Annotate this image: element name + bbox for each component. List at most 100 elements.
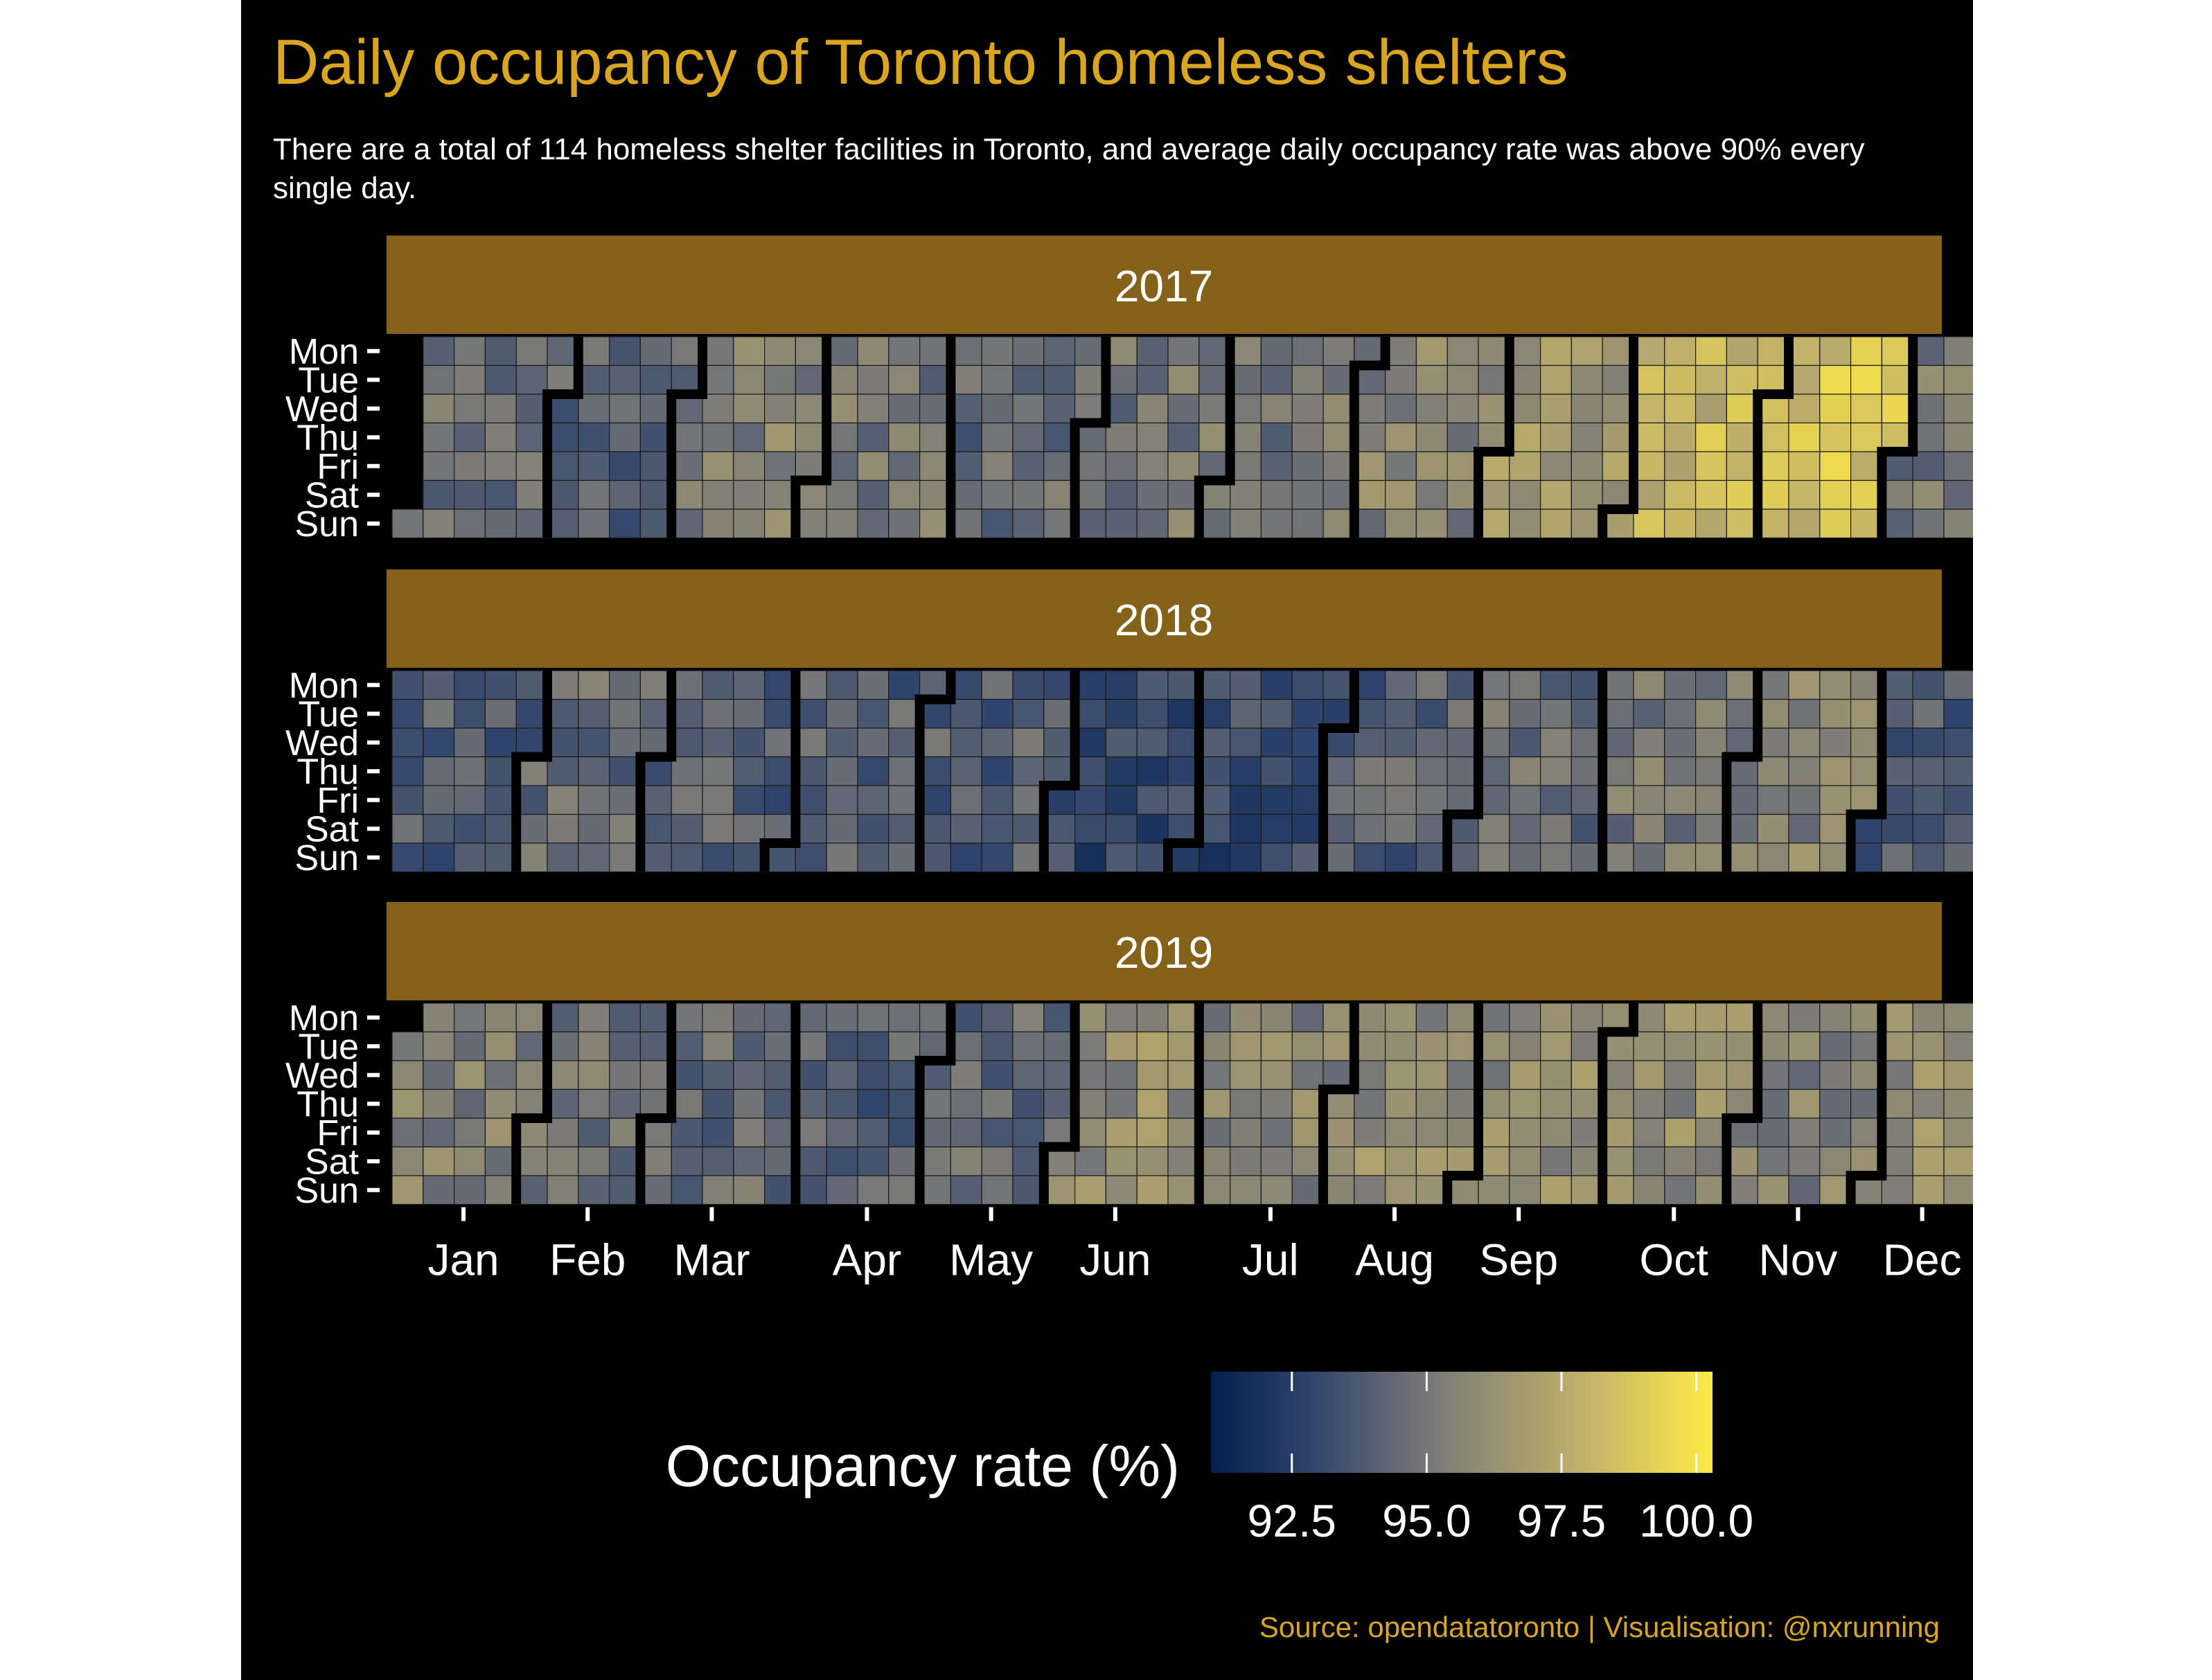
day-cell xyxy=(1260,1031,1293,1061)
day-cell xyxy=(1136,698,1169,729)
day-cell xyxy=(578,698,610,729)
day-cell xyxy=(608,813,641,844)
day-cell xyxy=(423,451,455,481)
day-cell xyxy=(484,842,517,873)
day-cell xyxy=(919,1175,951,1205)
day-cell xyxy=(981,1146,1014,1176)
day-cell xyxy=(1260,1002,1293,1033)
day-cell xyxy=(1819,422,1852,452)
day-cell xyxy=(671,451,703,481)
facet-label-2019: 2019 xyxy=(1115,928,1213,978)
day-cell xyxy=(1912,451,1945,481)
day-cell xyxy=(1726,364,1758,395)
day-cell xyxy=(1819,451,1852,481)
day-cell xyxy=(1291,698,1324,729)
day-cell xyxy=(1726,451,1758,481)
day-cell xyxy=(1943,842,1973,873)
day-cell xyxy=(1074,1175,1106,1205)
day-cell xyxy=(1012,509,1045,539)
day-cell xyxy=(1291,1060,1324,1090)
day-cell xyxy=(702,698,734,729)
day-cell xyxy=(1291,394,1324,424)
day-cell xyxy=(1105,1088,1138,1119)
day-cell xyxy=(1322,422,1355,452)
day-cell xyxy=(1695,422,1728,452)
day-cell xyxy=(888,451,921,481)
day-cell xyxy=(608,842,641,873)
day-cell xyxy=(1943,1117,1973,1148)
day-cell xyxy=(547,842,579,873)
day-cell xyxy=(950,364,982,395)
day-cell xyxy=(1819,509,1852,539)
day-cell xyxy=(1043,842,1076,873)
day-cell xyxy=(1198,842,1231,873)
day-cell xyxy=(1291,479,1324,510)
month-boundary xyxy=(1877,337,1918,538)
day-cell xyxy=(702,842,734,873)
month-boundaries-2018 xyxy=(511,671,1887,872)
day-cell xyxy=(1819,336,1852,366)
day-cell xyxy=(547,509,579,539)
day-cell xyxy=(1509,1175,1541,1205)
day-cell xyxy=(981,1175,1014,1205)
day-cell xyxy=(1198,813,1231,844)
day-cell xyxy=(1570,842,1603,873)
weekday-label: Mon xyxy=(289,666,359,706)
day-cell xyxy=(1446,698,1479,729)
day-cell xyxy=(1415,509,1448,539)
day-cell xyxy=(1260,727,1293,758)
day-cell xyxy=(1260,1175,1293,1205)
day-cell xyxy=(1509,1002,1541,1033)
day-cell xyxy=(1354,813,1386,844)
day-cell xyxy=(608,364,641,395)
day-cell xyxy=(1570,509,1603,539)
day-cell xyxy=(1664,451,1697,481)
month-boundary xyxy=(635,671,677,872)
day-cell xyxy=(1664,509,1697,539)
day-cell xyxy=(702,785,734,815)
weekday-label: Sat xyxy=(305,475,360,515)
day-cell xyxy=(578,813,610,844)
day-cell xyxy=(1943,1175,1973,1205)
day-cell xyxy=(454,1175,486,1205)
day-cell xyxy=(1943,451,1973,481)
day-cell xyxy=(826,670,858,700)
day-cell xyxy=(826,1002,858,1033)
day-cell xyxy=(578,785,610,815)
day-cell xyxy=(702,1146,734,1176)
day-cell xyxy=(919,509,951,539)
day-cell xyxy=(1788,842,1821,873)
day-cell xyxy=(1074,842,1106,873)
day-cell xyxy=(1539,698,1572,729)
day-cell xyxy=(1012,785,1045,815)
day-cell xyxy=(733,756,766,786)
day-cell xyxy=(857,364,890,395)
day-cell xyxy=(1384,394,1417,424)
day-cell xyxy=(1384,670,1417,700)
day-cell xyxy=(1788,1146,1821,1176)
day-cell xyxy=(1260,698,1293,729)
day-cell xyxy=(391,1146,424,1176)
day-cell xyxy=(981,670,1014,700)
day-cell xyxy=(826,727,858,758)
day-cell xyxy=(1695,756,1728,786)
day-cell xyxy=(1415,394,1448,424)
month-boundaries-2019 xyxy=(511,1003,1887,1205)
day-cell xyxy=(454,479,486,510)
day-cell xyxy=(1788,451,1821,481)
day-cell xyxy=(950,1002,982,1033)
day-cell xyxy=(1291,670,1324,700)
day-cell xyxy=(826,785,858,815)
day-cell xyxy=(1943,509,1973,539)
day-cell xyxy=(1354,1088,1386,1119)
day-cell xyxy=(1602,394,1634,424)
day-cell xyxy=(1198,364,1231,395)
day-cell xyxy=(547,1175,579,1205)
day-cell xyxy=(1788,813,1821,844)
month-label: Dec xyxy=(1883,1235,1962,1285)
day-cell xyxy=(888,336,921,366)
day-cell xyxy=(671,785,703,815)
day-cell xyxy=(763,394,796,424)
day-cell xyxy=(1695,451,1728,481)
day-cell xyxy=(1539,451,1572,481)
